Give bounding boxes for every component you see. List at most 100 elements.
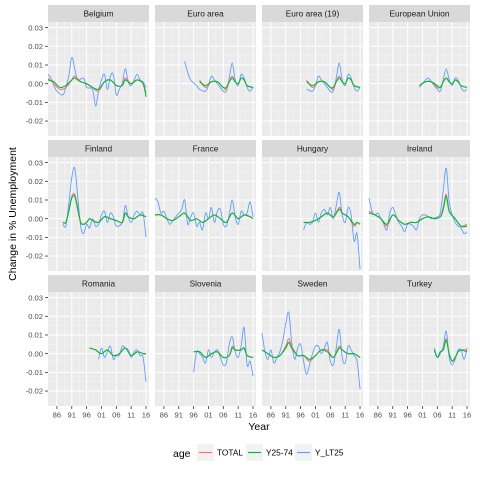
x-axis-title: Year — [248, 421, 270, 433]
y-tick-label: 0.01 — [28, 61, 43, 70]
facet-title: Slovenia — [190, 279, 222, 289]
facet-strip — [262, 5, 363, 22]
facet-title: Euro area (19) — [286, 9, 340, 19]
panel-background — [48, 22, 149, 136]
x-tick-label: 11 — [234, 411, 242, 420]
facet-strip — [369, 275, 470, 292]
facet-panel: Hungary — [262, 140, 363, 271]
facet-panel: Ireland — [368, 140, 470, 271]
facet-panel: Finland -0.02 -0.01 0.00 0.01 0.02 0.03 — [26, 140, 149, 271]
series-line-y25-74 — [306, 77, 361, 89]
facet-strip — [369, 5, 470, 22]
facet-panel: Slovenia 86 91 96 01 06 11 16 — [155, 275, 257, 420]
series-line-y-lt25 — [98, 345, 147, 382]
y-tick-label: -0.02 — [26, 117, 43, 126]
panel-background — [262, 292, 363, 406]
series-line-y25-74 — [303, 208, 361, 226]
x-tick-label: 11 — [448, 411, 456, 420]
x-tick-label: 96 — [403, 411, 411, 420]
facet-strip — [369, 140, 470, 157]
facet-strip — [48, 275, 149, 292]
legend-entries: TOTAL Y25-74 Y_LT25 — [197, 444, 344, 461]
y-tick-label: 0.03 — [28, 293, 43, 302]
x-tick-label: 16 — [356, 411, 364, 420]
y-tick-label: 0.02 — [28, 42, 43, 51]
series-line-y25-74 — [419, 77, 468, 89]
series-line-y-lt25 — [184, 61, 254, 93]
panel-background — [369, 22, 470, 136]
panel-background — [369, 157, 470, 271]
x-tick-label: 91 — [389, 411, 397, 420]
facet-title: France — [193, 144, 219, 154]
facet-title: Ireland — [407, 144, 433, 154]
legend-label: Y_LT25 — [315, 448, 344, 458]
y-axis-title: Change in % Unemployment — [7, 147, 19, 281]
y-tick-label: 0.01 — [28, 331, 43, 340]
series-line-y-lt25 — [193, 326, 254, 377]
y-tick-label: 0.03 — [28, 23, 43, 32]
facet-title: Sweden — [298, 279, 328, 289]
facet-panel: Sweden 86 91 96 01 06 11 16 — [261, 275, 364, 420]
facet-title: European Union — [390, 9, 450, 19]
facet-strip — [262, 275, 363, 292]
y-tick-label: -0.02 — [26, 252, 43, 261]
x-tick-label: 06 — [326, 411, 334, 420]
series-line-y25-74 — [47, 77, 147, 97]
x-tick-label: 06 — [433, 411, 441, 420]
facet-panel: Belgium -0.02 -0.01 0.00 0.01 0.02 0.03 — [26, 5, 149, 136]
x-tick-label: 86 — [267, 411, 275, 420]
x-tick-label: 96 — [296, 411, 304, 420]
facet-panel: France — [154, 140, 256, 271]
x-tick-label: 11 — [127, 411, 135, 420]
x-tick-label: 96 — [82, 411, 90, 420]
x-tick-label: 06 — [219, 411, 227, 420]
x-tick-label: 01 — [418, 411, 426, 420]
series-line-y25-74 — [89, 347, 147, 357]
legend-label: Y25-74 — [266, 448, 293, 458]
x-tick-label: 91 — [175, 411, 183, 420]
facet-strip — [155, 275, 256, 292]
series-line-y25-74 — [368, 195, 468, 228]
facet-strip — [155, 140, 256, 157]
y-tick-label: 0.01 — [28, 196, 43, 205]
series-line-y25-74 — [154, 212, 254, 224]
series-line-y-lt25 — [433, 330, 468, 366]
panel-background — [369, 292, 470, 406]
x-tick-label: 01 — [204, 411, 212, 420]
legend-title: age — [173, 448, 191, 460]
y-tick-label: 0.02 — [28, 177, 43, 186]
facet-strip — [155, 5, 256, 22]
facet-panel: Romania -0.02 -0.01 0.00 0.01 0.02 0.03 86 91 96 0… — [26, 275, 150, 420]
y-tick-label: -0.01 — [26, 98, 43, 107]
x-tick-label: 16 — [142, 411, 150, 420]
panel-background — [48, 292, 149, 406]
x-tick-label: 06 — [112, 411, 120, 420]
facet-title: Finland — [85, 144, 113, 154]
facet-title: Belgium — [84, 9, 114, 19]
x-tick-label: 11 — [341, 411, 349, 420]
y-tick-label: -0.02 — [26, 387, 43, 396]
x-tick-label: 01 — [97, 411, 105, 420]
y-tick-label: -0.01 — [26, 233, 43, 242]
y-tick-label: 0.00 — [28, 79, 43, 88]
x-tick-label: 86 — [160, 411, 168, 420]
facet-strip — [262, 140, 363, 157]
legend-label: TOTAL — [217, 448, 243, 458]
y-tick-label: 0.03 — [28, 158, 43, 167]
facet-strip — [48, 5, 149, 22]
facet-title: Euro area — [187, 9, 224, 19]
x-tick-label: 86 — [374, 411, 382, 420]
y-tick-label: 0.02 — [28, 312, 43, 321]
facet-panel: Euro area (19) — [262, 5, 363, 136]
y-tick-label: -0.01 — [26, 368, 43, 377]
panel-background — [262, 22, 363, 136]
series-line-y25-74 — [193, 347, 254, 359]
facet-title: Romania — [82, 279, 116, 289]
x-tick-label: 16 — [463, 411, 471, 420]
x-tick-label: 86 — [53, 411, 61, 420]
series-line-y25-74 — [62, 194, 147, 225]
y-tick-label: 0.00 — [28, 349, 43, 358]
panel-background — [155, 292, 256, 406]
x-tick-label: 01 — [311, 411, 319, 420]
